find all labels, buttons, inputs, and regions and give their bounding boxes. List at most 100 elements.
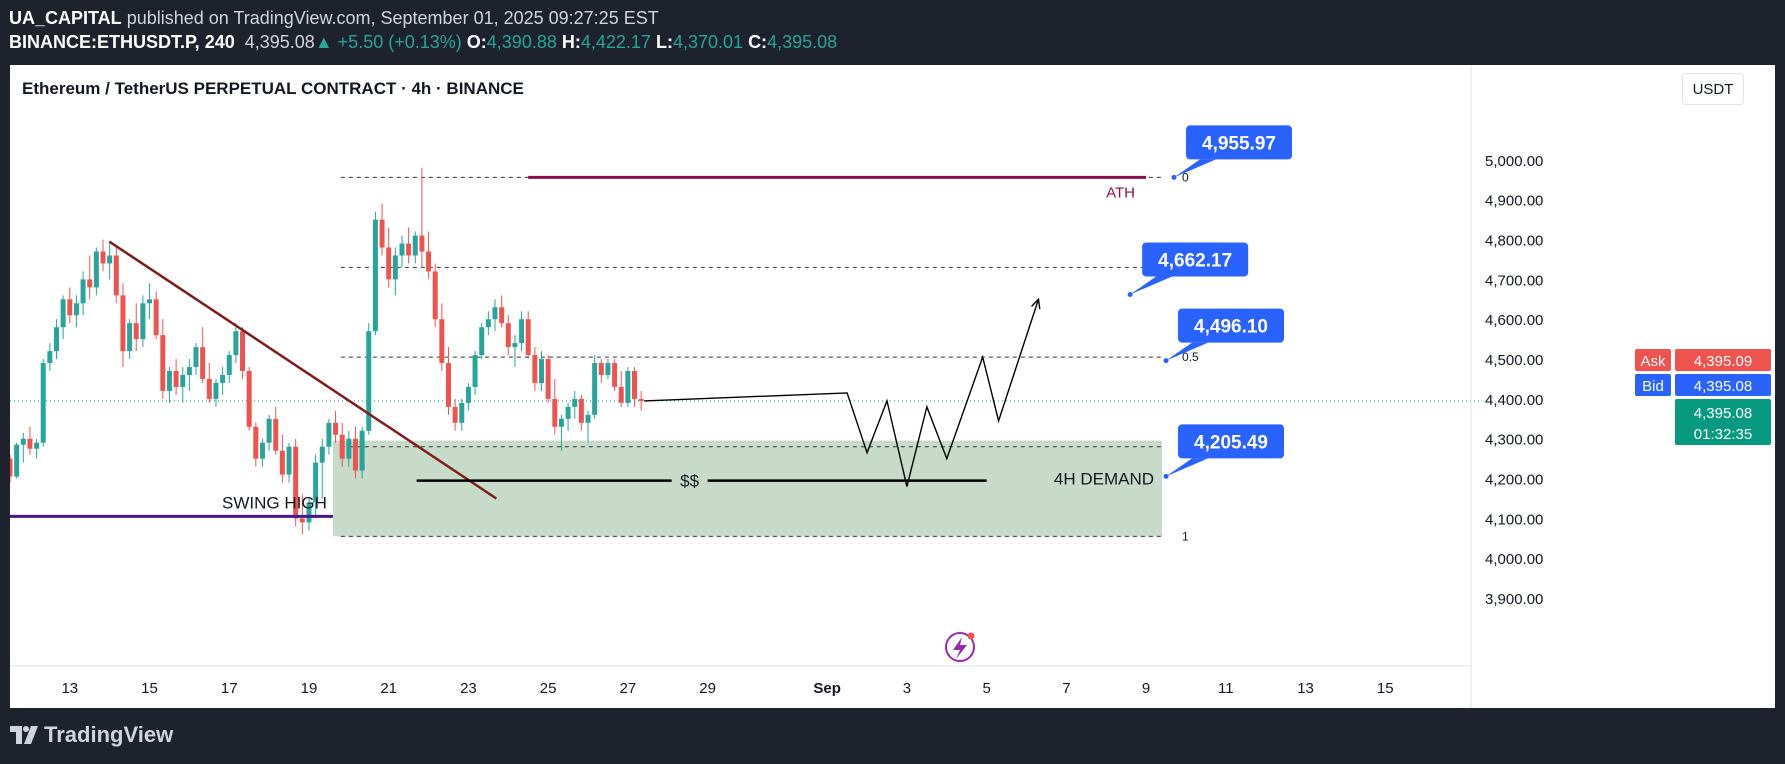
candle-body bbox=[406, 243, 412, 256]
candle-body bbox=[366, 331, 372, 431]
lightning-event-icon[interactable] bbox=[945, 632, 975, 662]
candle-body bbox=[166, 371, 172, 391]
change-value: +5.50 (+0.13%) bbox=[337, 32, 462, 52]
candle-body bbox=[552, 398, 558, 427]
candle-body bbox=[273, 418, 279, 451]
candle-body bbox=[73, 303, 79, 316]
candle-body bbox=[399, 243, 405, 256]
price-callout-label: 4,955.97 bbox=[1202, 133, 1276, 154]
candle-body bbox=[519, 319, 525, 344]
last-price-text: 4,395.08 bbox=[1694, 405, 1752, 422]
candle-body bbox=[445, 363, 451, 407]
fib-level-label: 1 bbox=[1182, 529, 1189, 543]
time-axis-tick: 23 bbox=[460, 680, 477, 697]
tradingview-logo[interactable]: TradingView bbox=[10, 722, 173, 748]
candle-body bbox=[612, 363, 618, 387]
candle-body bbox=[93, 251, 99, 288]
high-label: H: bbox=[561, 32, 581, 52]
bid-price-box bbox=[1675, 374, 1771, 396]
candle-body bbox=[578, 398, 584, 423]
candle-body bbox=[293, 446, 299, 519]
currency-button[interactable]: USDT bbox=[1682, 73, 1744, 105]
candle-body bbox=[233, 331, 239, 356]
candle-body bbox=[47, 351, 53, 364]
published-text: published on TradingView.com, September … bbox=[126, 8, 659, 28]
candle-body bbox=[54, 327, 60, 352]
bar-countdown-text: 01:32:35 bbox=[1694, 426, 1752, 443]
low-value: 4,370.01 bbox=[672, 32, 744, 52]
swing-high-label: SWING HIGH bbox=[222, 493, 327, 512]
ask-price-text: 4,395.09 bbox=[1694, 353, 1752, 370]
time-axis-tick: 15 bbox=[141, 680, 158, 697]
candle-body bbox=[286, 446, 292, 475]
candle-body bbox=[525, 319, 531, 356]
price-callout bbox=[1142, 242, 1249, 277]
price-callout bbox=[1178, 424, 1285, 459]
candle-body bbox=[532, 355, 538, 383]
brand-name: TradingView bbox=[44, 722, 174, 747]
callout-pointer bbox=[1166, 342, 1209, 361]
time-axis-tick: 21 bbox=[380, 680, 397, 697]
liquidity-label: $$ bbox=[680, 472, 699, 491]
candle-body bbox=[173, 371, 179, 387]
price-callout-label: 4,662.17 bbox=[1158, 250, 1232, 271]
candle-body bbox=[14, 444, 20, 477]
publisher-name[interactable]: UA_CAPITAL bbox=[9, 8, 122, 28]
candle-body bbox=[392, 255, 398, 280]
candle-body bbox=[565, 406, 571, 419]
candle-body bbox=[147, 299, 153, 304]
candle-body bbox=[492, 307, 498, 320]
price-callout bbox=[1186, 125, 1292, 160]
candle-body bbox=[485, 319, 491, 328]
price-axis-tick: 4,200.00 bbox=[1485, 472, 1543, 489]
candle-body bbox=[539, 359, 545, 383]
candle-body bbox=[60, 299, 66, 328]
price-callout-label: 4,205.49 bbox=[1194, 432, 1268, 453]
demand-zone-label: 4H DEMAND bbox=[1054, 470, 1154, 489]
candle-body bbox=[598, 363, 604, 375]
candle-body bbox=[512, 343, 518, 348]
ask-label-text: Ask bbox=[1640, 353, 1666, 370]
last-value: 4,395.08 bbox=[244, 32, 315, 52]
candle-body bbox=[352, 438, 358, 471]
trendline bbox=[108, 240, 498, 500]
candle-body bbox=[213, 382, 219, 399]
chart-title: Ethereum / TetherUS PERPETUAL CONTRACT ·… bbox=[22, 79, 524, 98]
candle-body bbox=[306, 502, 312, 523]
ohlc-line: BINANCE:ETHUSDT.P, 240 4,395.08▲ +5.50 (… bbox=[9, 32, 837, 53]
callout-anchor-dot bbox=[1127, 291, 1133, 297]
price-axis-tick: 4,500.00 bbox=[1485, 352, 1543, 369]
price-axis-tick: 5,000.00 bbox=[1485, 153, 1543, 170]
projection-arrowhead bbox=[1031, 297, 1041, 310]
candle-body bbox=[632, 371, 638, 399]
candle-body bbox=[133, 323, 139, 340]
candle-body bbox=[426, 251, 432, 272]
price-axis-tick: 4,000.00 bbox=[1485, 551, 1543, 568]
candle-body bbox=[558, 418, 564, 427]
ath-label: ATH bbox=[1106, 184, 1135, 201]
price-callout-label: 4,496.10 bbox=[1194, 317, 1268, 338]
close-label: C: bbox=[748, 32, 768, 52]
candle-body bbox=[107, 255, 113, 264]
time-axis-tick: 3 bbox=[903, 680, 911, 697]
time-axis-tick: 13 bbox=[61, 680, 78, 697]
price-callout bbox=[1178, 308, 1285, 343]
candle-body bbox=[459, 402, 465, 423]
candle-body bbox=[40, 363, 46, 443]
candle-body bbox=[153, 299, 159, 336]
time-axis-tick: 17 bbox=[221, 680, 238, 697]
candle-body bbox=[412, 235, 418, 256]
low-label: L: bbox=[655, 32, 673, 52]
candle-body bbox=[505, 323, 511, 348]
candle-body bbox=[379, 219, 385, 248]
candle-body bbox=[313, 462, 319, 503]
price-axis-tick: 4,100.00 bbox=[1485, 511, 1543, 528]
candle-body bbox=[419, 235, 425, 252]
close-value: 4,395.08 bbox=[767, 32, 838, 52]
last-price-box bbox=[1675, 399, 1771, 445]
price-axis-tick: 3,900.00 bbox=[1485, 591, 1543, 608]
callout-pointer bbox=[1130, 276, 1173, 295]
price-axis-tick: 4,900.00 bbox=[1485, 193, 1543, 210]
